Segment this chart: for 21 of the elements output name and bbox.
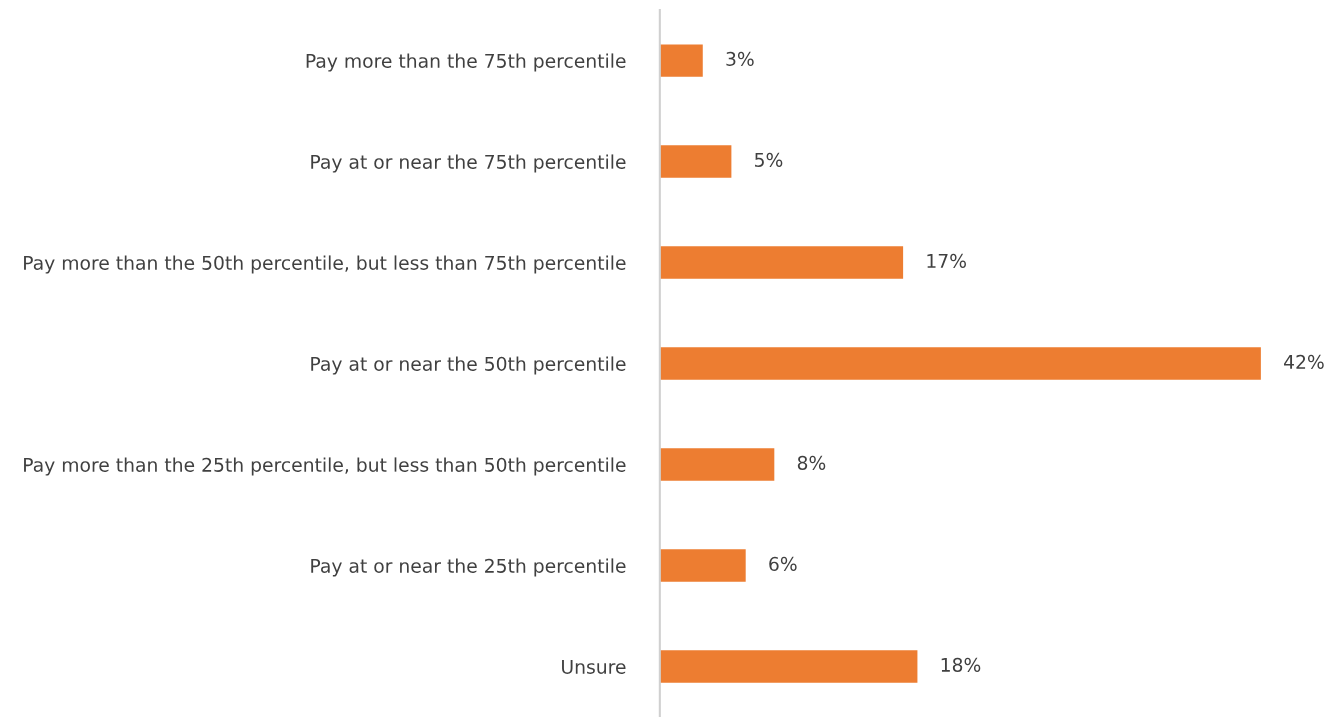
y-tick-label: Pay more than the 25th percentile, but less than 50th percentile [24, 457, 626, 476]
data-label: 3% [726, 51, 754, 66]
y-tick-label: Pay at or near the 75th percentile [311, 154, 626, 173]
bar [659, 549, 746, 582]
y-tick-label: Pay at or near the 50th percentile [311, 356, 626, 375]
y-tick-label: Pay at or near the 25th percentile [311, 558, 626, 577]
bar [659, 650, 918, 683]
bar [659, 347, 1261, 380]
bar [659, 246, 904, 279]
y-tick-label: Pay more than the 75th percentile [306, 53, 626, 72]
y-tick-label: Unsure [562, 659, 626, 674]
data-label: 42% [1284, 354, 1324, 369]
bar [659, 145, 732, 178]
data-label: 17% [927, 253, 966, 268]
data-label: 8% [797, 455, 826, 470]
data-label: 18% [941, 657, 981, 672]
bar [659, 448, 775, 481]
bar [659, 44, 703, 77]
y-tick-label: Pay more than the 50th percentile, but less than 75th percentile [24, 255, 626, 274]
data-label: 6% [769, 556, 797, 571]
data-label: 5% [755, 152, 783, 167]
